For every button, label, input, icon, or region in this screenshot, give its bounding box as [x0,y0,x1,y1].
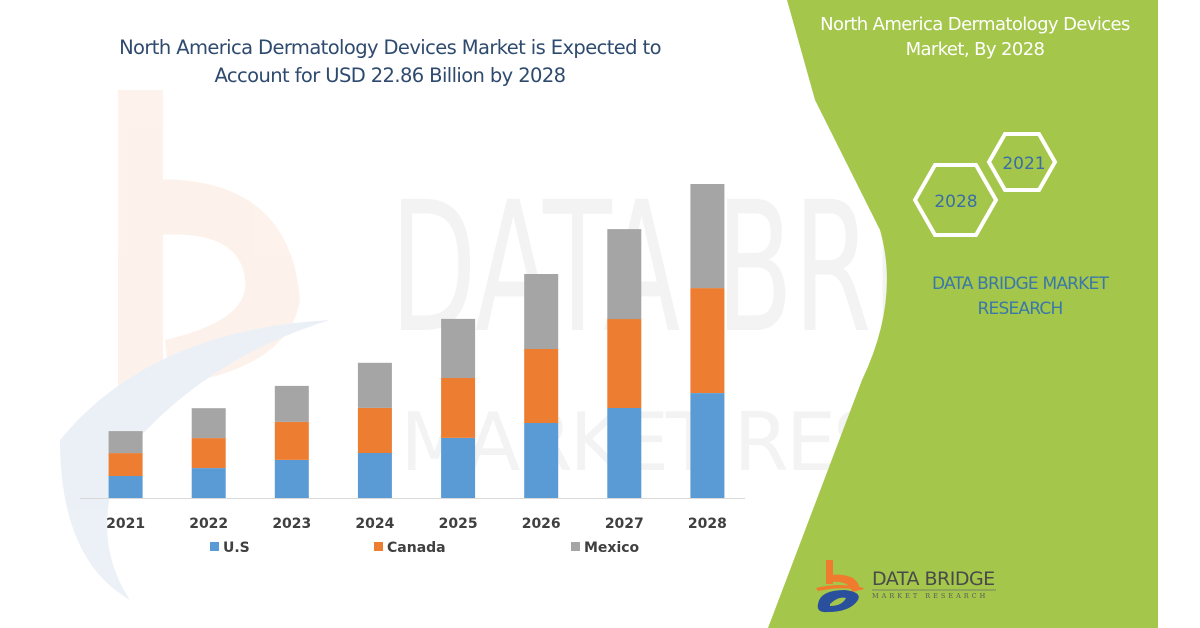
bar-canada-2025 [441,377,476,438]
bar-mexico-2027 [607,229,642,320]
side-panel-title-line-1: North America Dermatology Devices [820,14,1130,35]
bar-canada-2026 [524,349,559,423]
logo-mark-bowl [829,574,860,592]
x-tick-labels: 2021 2022 2023 2024 2025 2026 2027 2028 [106,516,727,532]
watermark-logo-stem [118,90,163,390]
bar-us-2022 [191,468,226,498]
bar-canada-2024 [357,407,392,453]
x-tick-label-2022: 2022 [189,516,228,532]
chart-title-line-2: Account for USD 22.86 Billion by 2028 [214,64,567,87]
legend-swatch [374,542,383,551]
bar-mexico-2021 [108,431,143,454]
bar-canada-2028 [690,288,725,393]
bar-mexico-2022 [191,408,226,439]
logo-sub-text: MARKET RESEARCH [872,592,988,600]
data-bridge-logo: DATA BRIDGE MARKET RESEARCH [816,560,996,613]
legend: U.S Canada Mexico [210,540,640,556]
x-tick-label-2028: 2028 [688,516,727,532]
brand-text-line-2: RESEARCH [977,299,1064,319]
bar-us-2025 [441,438,476,498]
logo-mark-swoosh [816,585,864,591]
x-tick-label-2021: 2021 [106,516,145,532]
bar-canada-2021 [108,453,143,476]
brand-text: DATA BRIDGE MARKET RESEARCH [900,272,1140,322]
side-panel-background [768,0,1158,628]
bar-mexico-2028 [690,184,725,289]
legend-swatch [571,542,580,551]
bar-mexico-2025 [441,318,476,378]
bar-us-2027 [607,408,642,498]
bar-us-2028 [690,393,725,498]
hexagon-2021-label: 2021 [1002,154,1045,174]
bar-mexico-2023 [274,385,309,422]
hexagon-2021: 2021 [986,132,1058,192]
x-tick-label-2024: 2024 [355,516,394,532]
bar-mexico-2024 [357,362,392,408]
legend-label: Mexico [584,540,640,556]
legend-item-us: U.S [210,540,250,556]
x-tick-label-2027: 2027 [605,516,644,532]
hexagon-2021-shape [986,132,1058,192]
legend-item-canada: Canada [374,540,446,556]
bar-us-2024 [357,452,392,498]
hexagon-2028: 2028 [912,163,999,237]
logo-mark-icon [816,560,864,613]
chart-title-line-1: North America Dermatology Devices Market… [119,36,661,59]
legend-item-mexico: Mexico [571,540,640,556]
hexagon-2028-shape [912,163,999,237]
bar-canada-2022 [191,438,226,468]
x-tick-label-2026: 2026 [522,516,561,532]
side-panel-title-line-2: Market, By 2028 [905,39,1045,60]
bar-us-2023 [274,460,309,498]
bar-mexico-2026 [524,274,559,349]
watermark-logo [60,90,330,600]
chart-title: North America Dermatology Devices Market… [60,34,720,90]
legend-label: U.S [223,540,250,556]
brand-text-line-1: DATA BRIDGE MARKET [931,274,1109,294]
watermark-logo-bowl [140,179,300,390]
x-tick-label-2025: 2025 [439,516,478,532]
logo-main-text: DATA BRIDGE [872,568,995,590]
side-panel-title: North America Dermatology Devices Market… [790,12,1160,62]
x-tick-label-2023: 2023 [272,516,311,532]
bar-us-2026 [524,423,559,498]
bar-group [108,184,725,498]
watermark-logo-swoosh [60,320,330,600]
legend-label: Canada [387,540,446,556]
logo-mark-base [817,590,859,613]
logo-mark-stem [826,560,833,584]
bar-us-2021 [108,476,143,498]
hexagon-2028-label: 2028 [934,192,977,212]
legend-swatch [210,542,219,551]
bar-canada-2023 [274,421,309,460]
bar-canada-2027 [607,319,642,408]
